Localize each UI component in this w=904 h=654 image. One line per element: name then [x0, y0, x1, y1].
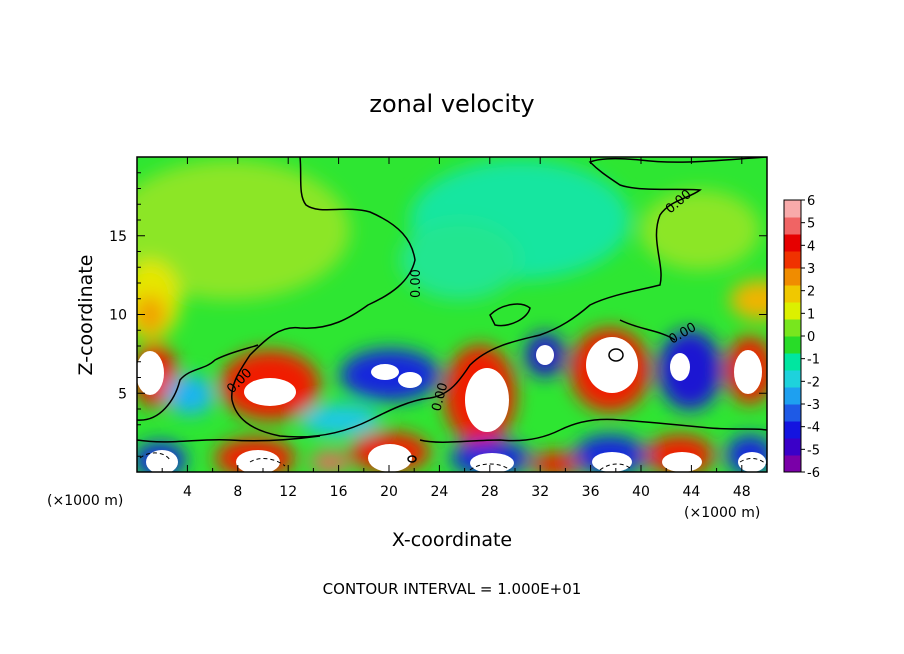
colorbar-swatch [784, 319, 801, 337]
colorbar-swatch [784, 285, 801, 303]
colorbar-swatch [784, 387, 801, 405]
x-axis-unit: (×1000 m) [47, 493, 123, 509]
colorbar-swatch [784, 217, 801, 235]
chart-title: zonal velocity [369, 90, 534, 118]
colorbar-swatch [784, 268, 801, 286]
colorbar-tick-label: 1 [807, 307, 815, 322]
x-tick-label: 20 [380, 484, 398, 500]
colorbar-swatch [784, 455, 801, 473]
contour-label: 0.00 [409, 269, 424, 298]
colorbar-tick-label: -3 [807, 398, 820, 413]
contour-label: 0.00 [429, 381, 451, 413]
colorbar-swatch [784, 234, 801, 252]
x-tick-label: 12 [279, 484, 297, 500]
colorbar-swatch [784, 353, 801, 371]
colorbar-tick-label: -1 [807, 353, 820, 368]
colorbar-swatch [784, 302, 801, 320]
x-tick-label: 44 [682, 484, 700, 500]
x-tick-label: 24 [430, 484, 448, 500]
colorbar: 6 5 4 3 2 1 0 -1 -2 -3 -4 -5 -6 [783, 194, 820, 481]
x-tick-label: 8 [233, 484, 242, 500]
colorbar-tick-label: 0 [807, 330, 815, 345]
y-axis-label: Z-coordinate [75, 255, 97, 376]
velocity-field [137, 157, 767, 472]
x-tick-label: 28 [481, 484, 499, 500]
colorbar-tick-label: -6 [807, 466, 820, 481]
x-tick-label: 4 [183, 484, 192, 500]
colorbar-swatch [784, 404, 801, 422]
colorbar-swatch [784, 336, 801, 354]
contour-interval-footer: CONTOUR INTERVAL = 1.000E+01 [323, 580, 582, 598]
colorbar-tick-label: 6 [807, 194, 815, 209]
y-axis: 5 10 15 [109, 172, 767, 457]
y-tick-label: 10 [109, 308, 127, 324]
colorbar-tick-label: 3 [807, 262, 815, 277]
colorbar-swatch [784, 200, 801, 218]
x-tick-label: 16 [330, 484, 348, 500]
x-tick-label: 40 [632, 484, 650, 500]
colorbar-tick-label: -4 [807, 421, 820, 436]
colorbar-tick-label: -2 [807, 375, 820, 390]
colorbar-tick-label: 5 [807, 217, 815, 232]
x-axis-label: X-coordinate [392, 529, 512, 551]
colorbar-tick-label: 2 [807, 285, 815, 300]
colorbar-tick-label: -5 [807, 443, 820, 458]
colorbar-swatch [784, 370, 801, 388]
colorbar-swatch [784, 251, 801, 269]
x-axis: 4 8 12 16 20 24 28 32 36 40 44 48 [161, 157, 751, 500]
x-tick-label: 32 [531, 484, 549, 500]
x-tick-label: 36 [582, 484, 600, 500]
x-axis-unit-right: (×1000 m) [684, 505, 760, 521]
colorbar-swatch [784, 421, 801, 439]
y-tick-label: 5 [118, 386, 127, 402]
colorbar-tick-label: 4 [807, 239, 815, 254]
x-tick-label: 48 [733, 484, 751, 500]
y-tick-label: 15 [109, 229, 127, 245]
colorbar-swatch [784, 438, 801, 456]
